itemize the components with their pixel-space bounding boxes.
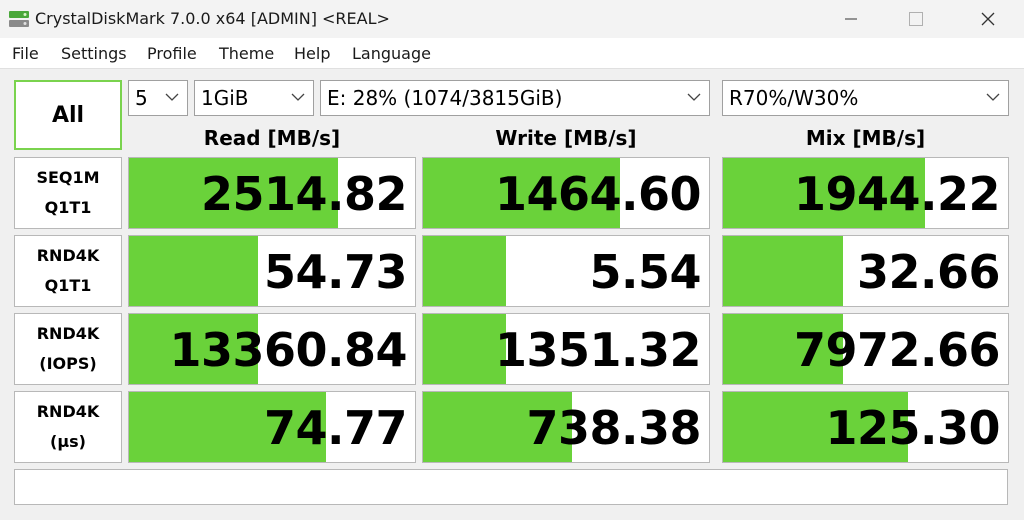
write-result-rnd4k-latency: 738.38 xyxy=(422,391,710,463)
close-button[interactable] xyxy=(965,0,1011,38)
read-result-rnd4k-latency: 74.77 xyxy=(128,391,416,463)
row-label-line1: RND4K xyxy=(36,402,100,421)
close-icon xyxy=(981,12,995,26)
mix-ratio-select[interactable]: R70%/W30% xyxy=(722,80,1009,116)
test-button-rnd4k-latency[interactable]: RND4K (µs) xyxy=(14,391,122,463)
write-bar xyxy=(423,158,621,228)
write-result-rnd4k-iops: 1351.32 xyxy=(422,313,710,385)
read-bar xyxy=(129,236,258,306)
read-value: 54.73 xyxy=(263,245,408,299)
minimize-button[interactable] xyxy=(828,0,874,38)
row-label-line1: RND4K xyxy=(36,246,100,265)
read-header: Read [MB/s] xyxy=(203,126,341,150)
mix-result-seq1m: 1944.22 xyxy=(722,157,1009,229)
write-value: 1351.32 xyxy=(494,323,702,377)
write-result-rnd4k-q1t1: 5.54 xyxy=(422,235,710,307)
read-value: 2514.82 xyxy=(200,167,408,221)
comment-input[interactable] xyxy=(14,469,1008,505)
mix-ratio-value: R70%/W30% xyxy=(729,86,859,110)
read-bar xyxy=(129,158,338,228)
read-result-rnd4k-q1t1: 54.73 xyxy=(128,235,416,307)
mix-value: 125.30 xyxy=(825,401,1000,455)
write-bar xyxy=(423,236,506,306)
test-count-value: 5 xyxy=(135,86,148,110)
write-value: 5.54 xyxy=(589,245,702,299)
chevron-down-icon xyxy=(687,93,701,101)
test-size-select[interactable]: 1GiB xyxy=(194,80,314,116)
write-header: Write [MB/s] xyxy=(495,126,637,150)
row-label-line1: RND4K xyxy=(36,324,100,343)
run-all-button[interactable]: All xyxy=(14,80,122,150)
menu-profile[interactable]: Profile xyxy=(147,44,197,63)
mix-bar xyxy=(723,158,926,228)
maximize-icon xyxy=(909,12,923,26)
write-value: 1464.60 xyxy=(494,167,702,221)
mix-value: 32.66 xyxy=(856,245,1001,299)
menu-theme[interactable]: Theme xyxy=(219,44,275,63)
test-button-seq1m-q1t1[interactable]: SEQ1M Q1T1 xyxy=(14,157,122,229)
read-result-rnd4k-iops: 13360.84 xyxy=(128,313,416,385)
mix-bar xyxy=(723,236,843,306)
read-result-seq1m: 2514.82 xyxy=(128,157,416,229)
mix-result-rnd4k-latency: 125.30 xyxy=(722,391,1009,463)
test-button-rnd4k-iops[interactable]: RND4K (IOPS) xyxy=(14,313,122,385)
window-title: CrystalDiskMark 7.0.0 x64 [ADMIN] <REAL> xyxy=(35,9,390,28)
mix-value: 1944.22 xyxy=(793,167,1001,221)
mix-bar xyxy=(723,392,909,462)
drive-select[interactable]: E: 28% (1074/3815GiB) xyxy=(320,80,710,116)
read-bar xyxy=(129,314,258,384)
write-value: 738.38 xyxy=(526,401,701,455)
menu-help[interactable]: Help xyxy=(294,44,331,63)
chevron-down-icon xyxy=(986,93,1000,101)
read-value: 13360.84 xyxy=(169,323,407,377)
row-label-line2: (µs) xyxy=(50,432,86,451)
test-size-value: 1GiB xyxy=(201,86,249,110)
mix-result-rnd4k-iops: 7972.66 xyxy=(722,313,1009,385)
menu-language[interactable]: Language xyxy=(352,44,431,63)
maximize-button[interactable] xyxy=(893,0,939,38)
read-value: 74.77 xyxy=(263,401,408,455)
menu-settings[interactable]: Settings xyxy=(61,44,127,63)
mix-value: 7972.66 xyxy=(793,323,1001,377)
mix-result-rnd4k-q1t1: 32.66 xyxy=(722,235,1009,307)
title-bar[interactable]: CrystalDiskMark 7.0.0 x64 [ADMIN] <REAL> xyxy=(0,0,1024,38)
write-bar xyxy=(423,314,506,384)
test-count-select[interactable]: 5 xyxy=(128,80,188,116)
row-label-line2: (IOPS) xyxy=(39,354,97,373)
menu-file[interactable]: File xyxy=(12,44,39,63)
row-label-line2: Q1T1 xyxy=(44,198,92,217)
write-bar xyxy=(423,392,572,462)
read-bar xyxy=(129,392,327,462)
menu-bar: File Settings Profile Theme Help Languag… xyxy=(0,38,1024,68)
minimize-icon xyxy=(845,18,857,20)
row-label-line1: SEQ1M xyxy=(36,168,100,187)
mix-bar xyxy=(723,314,843,384)
crystaldiskmark-app-icon xyxy=(9,11,29,27)
chevron-down-icon xyxy=(165,93,179,101)
mix-header: Mix [MB/s] xyxy=(805,126,926,150)
drive-value: E: 28% (1074/3815GiB) xyxy=(327,86,563,110)
test-button-rnd4k-q1t1[interactable]: RND4K Q1T1 xyxy=(14,235,122,307)
row-label-line2: Q1T1 xyxy=(44,276,92,295)
write-result-seq1m: 1464.60 xyxy=(422,157,710,229)
chevron-down-icon xyxy=(291,93,305,101)
